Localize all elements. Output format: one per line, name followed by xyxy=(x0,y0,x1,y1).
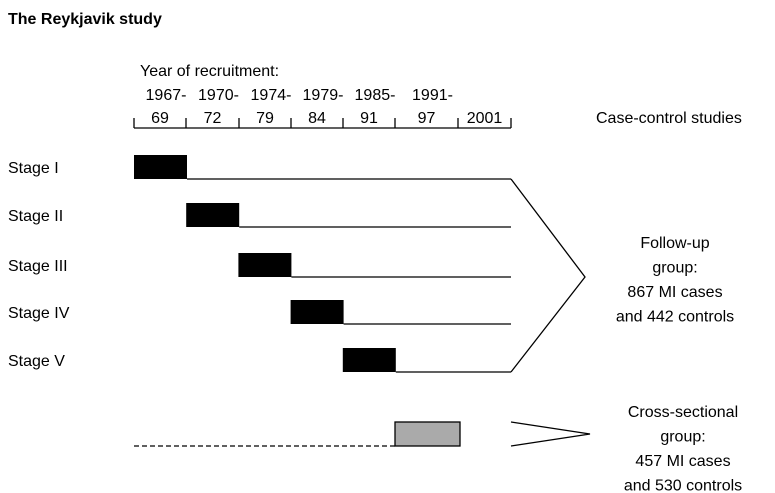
follow-up-text: 867 MI cases xyxy=(627,284,722,301)
stage-bar xyxy=(134,155,187,179)
cross-sectional-wedge xyxy=(510,421,591,447)
follow-up-text: group: xyxy=(652,260,697,277)
stage-label: Stage II xyxy=(8,208,63,225)
stage-label: Stage IV xyxy=(8,305,70,322)
case-control-label: Case-control studies xyxy=(596,110,742,127)
stage-bar xyxy=(186,203,240,227)
end-year: 79 xyxy=(256,110,274,127)
start-year: 1967- xyxy=(146,87,187,104)
stage-bar xyxy=(342,348,396,372)
end-year: 84 xyxy=(308,110,326,127)
stage-bar xyxy=(238,253,292,277)
start-year: 1979- xyxy=(303,87,344,104)
cross-sectional-text: Cross-sectional xyxy=(628,404,738,421)
end-year: 2001 xyxy=(467,110,503,127)
end-year: 97 xyxy=(418,110,436,127)
stage-bar xyxy=(290,300,344,324)
end-year: 72 xyxy=(204,110,222,127)
cross-sectional-text: group: xyxy=(660,429,705,446)
follow-up-bracket xyxy=(510,178,586,373)
start-year: 1985- xyxy=(355,87,396,104)
start-year: 1991- xyxy=(412,87,453,104)
end-year: 91 xyxy=(360,110,378,127)
title: The Reykjavik study xyxy=(8,11,162,28)
start-year: 1970- xyxy=(198,87,239,104)
timeline-label: Year of recruitment: xyxy=(140,63,279,80)
follow-up-text: Follow-up xyxy=(640,235,709,252)
start-year: 1974- xyxy=(251,87,292,104)
cross-sectional-text: and 530 controls xyxy=(624,478,742,493)
cross-sectional-bar xyxy=(394,421,461,447)
stage-label: Stage III xyxy=(8,258,68,275)
stage-label: Stage I xyxy=(8,160,59,177)
end-year: 69 xyxy=(151,110,169,127)
follow-up-text: and 442 controls xyxy=(616,309,734,326)
stage-label: Stage V xyxy=(8,353,65,370)
cross-sectional-text: 457 MI cases xyxy=(635,453,730,470)
